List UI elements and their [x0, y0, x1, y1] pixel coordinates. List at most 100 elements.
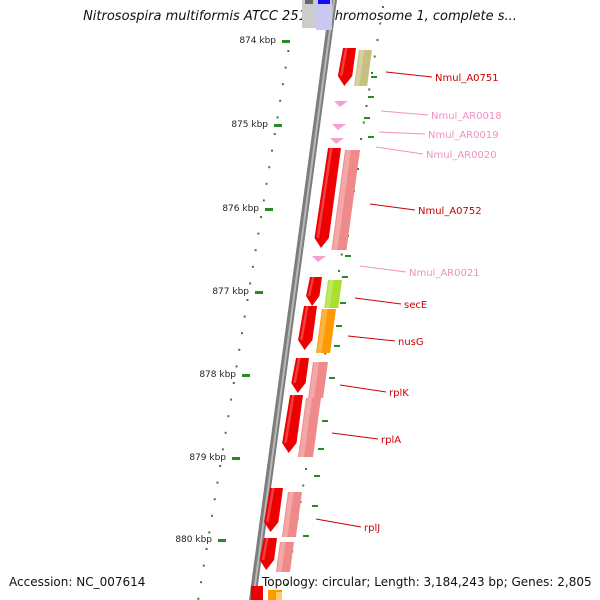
ruler-dot — [221, 448, 224, 451]
ruler-dot — [284, 66, 287, 69]
ruler-label: 877 kbp — [212, 287, 249, 297]
gene-cog-block-shade — [325, 280, 334, 308]
gene-label[interactable]: Nmul_AR0018 — [431, 111, 502, 122]
gene-dash — [342, 276, 348, 278]
ruler-label: 875 kbp — [231, 120, 268, 130]
outer-dot — [305, 468, 307, 470]
gene-label[interactable]: nusG — [398, 337, 424, 348]
gene-arrow-shade — [261, 538, 269, 560]
gene-labels: Nmul_A0751 Nmul_AR0018 Nmul_AR0019 Nmul_AR0… — [315, 71, 502, 534]
gene-leader-line — [385, 71, 433, 78]
gene-label[interactable]: rplK — [389, 388, 409, 399]
ruler-dot — [270, 149, 273, 152]
gene-dash — [368, 136, 374, 138]
outer-dot — [379, 22, 382, 25]
gene-leader-line — [380, 110, 429, 116]
rna-marker — [334, 101, 348, 107]
ruler-dot — [268, 166, 271, 169]
gene-dash — [371, 76, 377, 78]
ruler-dot — [287, 50, 290, 52]
gene-arrow — [314, 148, 341, 248]
ruler-dot — [200, 581, 203, 584]
gene-arrow-shade — [266, 488, 275, 522]
ruler-dot — [197, 597, 200, 600]
gene-dash — [334, 345, 340, 347]
ruler-dot — [238, 348, 241, 351]
ruler-dot — [227, 415, 230, 418]
rna-marker — [330, 138, 344, 144]
ruler-dot — [216, 481, 219, 484]
gene-leader-line — [369, 203, 416, 211]
ruler-tick — [282, 40, 290, 43]
ruler-dot — [219, 465, 222, 467]
gene-label[interactable]: Nmul_A0752 — [418, 206, 482, 217]
ruler-tick — [232, 457, 240, 460]
gene-cog-block-shade — [282, 492, 294, 537]
outer-dot — [340, 253, 343, 256]
ruler-dot — [265, 182, 268, 185]
outer-dot — [371, 72, 373, 74]
gene-dash — [314, 475, 320, 477]
gene-arrow-shade — [316, 148, 333, 238]
gene-cog-block — [308, 362, 328, 398]
gene-leader-line — [354, 297, 402, 305]
partial-gene-bottom — [251, 586, 282, 600]
gene-leader-line — [378, 131, 426, 135]
gene-arrow-shade — [284, 395, 295, 443]
gene-cog-block — [316, 309, 336, 353]
gene-dash — [368, 96, 374, 98]
ruler-dot — [224, 431, 227, 434]
gene-label[interactable]: Nmul_AR0020 — [426, 150, 497, 161]
gene-dash — [364, 117, 370, 119]
gene-cog-block-shade — [276, 542, 286, 572]
gene-label[interactable]: secE — [404, 300, 427, 311]
map-title: Nitrosospira multiformis ATCC 25196 chro… — [83, 9, 517, 24]
accession-text: Accession: NC_007614 — [9, 575, 146, 589]
gene-dash — [345, 255, 351, 257]
gene-dash — [340, 302, 346, 304]
gene-dash — [303, 535, 309, 537]
gene-cog-block-shade — [309, 362, 319, 398]
gene-cog-block — [275, 542, 294, 572]
outer-dot — [285, 583, 288, 586]
gene-label[interactable]: Nmul_AR0021 — [409, 268, 480, 279]
gene-label[interactable]: Nmul_AR0019 — [428, 130, 499, 141]
gene-leader-line — [331, 432, 379, 440]
gene-cog-block — [324, 280, 342, 308]
gene-cog-block — [331, 150, 360, 250]
gene-dash — [336, 325, 342, 327]
gene-label[interactable]: Nmul_A0751 — [435, 73, 499, 84]
genome-summary-text: Topology: circular; Length: 3,184,243 bp… — [262, 575, 592, 589]
gene-arrow — [282, 395, 303, 453]
gene-cog-block-shade — [332, 150, 351, 250]
ruler-dot — [210, 514, 213, 517]
ruler-label: 879 kbp — [189, 453, 226, 463]
ruler-track-dots — [197, 50, 290, 600]
outer-dot — [324, 352, 327, 355]
gene-leader-line — [315, 518, 362, 528]
ruler-dot — [257, 232, 260, 235]
outer-dot — [365, 105, 368, 107]
gene-label[interactable]: rplJ — [364, 523, 380, 534]
gene-arrow — [264, 488, 283, 532]
gene-label[interactable]: rplA — [381, 435, 401, 446]
gene-leader-line — [339, 384, 387, 393]
gene-features — [259, 48, 372, 572]
ruler-label: 874 kbp — [239, 36, 276, 46]
gene-arrow — [298, 306, 317, 350]
rna-marker — [332, 124, 346, 130]
outer-dot — [373, 55, 376, 58]
ruler-dot — [276, 116, 279, 119]
gene-cog-block — [281, 492, 302, 537]
ruler-dot — [249, 282, 252, 285]
ruler-dot — [251, 265, 254, 268]
gene-cog-block-shade — [355, 50, 365, 86]
gene-arrow — [291, 358, 309, 393]
gene-arrow — [306, 277, 322, 306]
ruler-dot — [213, 498, 216, 501]
gene-leader-line — [359, 265, 407, 273]
outer-dot — [362, 121, 365, 124]
ruler-dot — [246, 299, 249, 301]
ruler: 874 kbp 875 kbp 876 kbp 877 kbp 878 kbp 879 k… — [175, 36, 290, 545]
